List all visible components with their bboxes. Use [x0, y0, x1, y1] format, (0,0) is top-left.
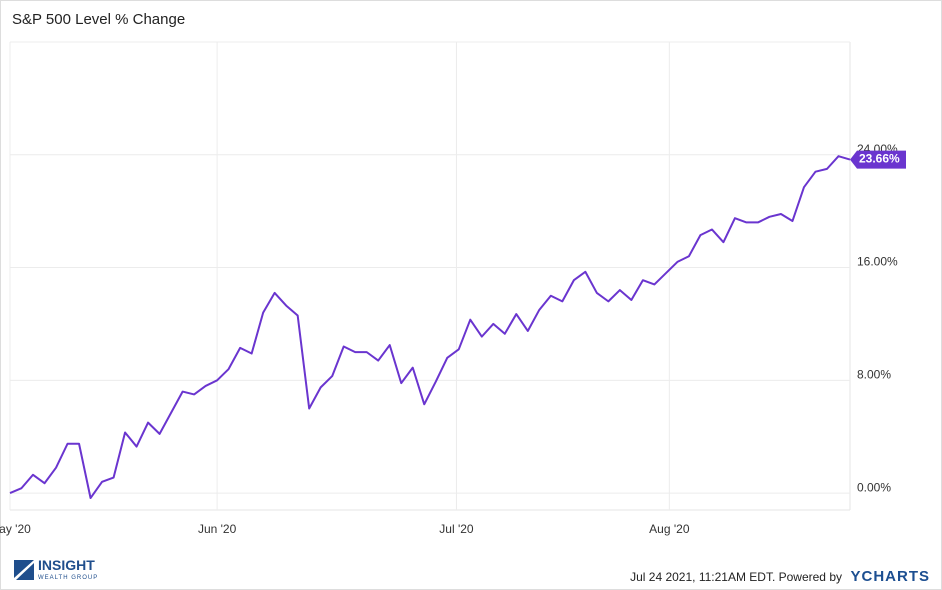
- x-tick-label: Jul '20: [439, 522, 474, 536]
- timestamp: Jul 24 2021, 11:21AM EDT. Powered by: [630, 570, 842, 584]
- value-label: 23.66%: [859, 152, 900, 166]
- brand: YCHARTS: [850, 568, 930, 585]
- logo-name: INSIGHT: [38, 557, 95, 573]
- y-tick-label: 8.00%: [857, 367, 891, 381]
- x-tick-label: Jun '20: [198, 522, 237, 536]
- value-tag: [850, 150, 906, 169]
- x-tick-label: Aug '20: [649, 522, 690, 536]
- logo: INSIGHT WEALTH GROUP: [14, 557, 98, 581]
- logo-sub: WEALTH GROUP: [38, 575, 98, 581]
- x-tick-label: May '20: [0, 522, 31, 536]
- line: [9, 155, 851, 500]
- y-tick-label: 0.00%: [857, 480, 891, 494]
- chart-title: S&P 500 Level % Change: [12, 11, 185, 28]
- y-tick-label: 16.00%: [857, 255, 898, 269]
